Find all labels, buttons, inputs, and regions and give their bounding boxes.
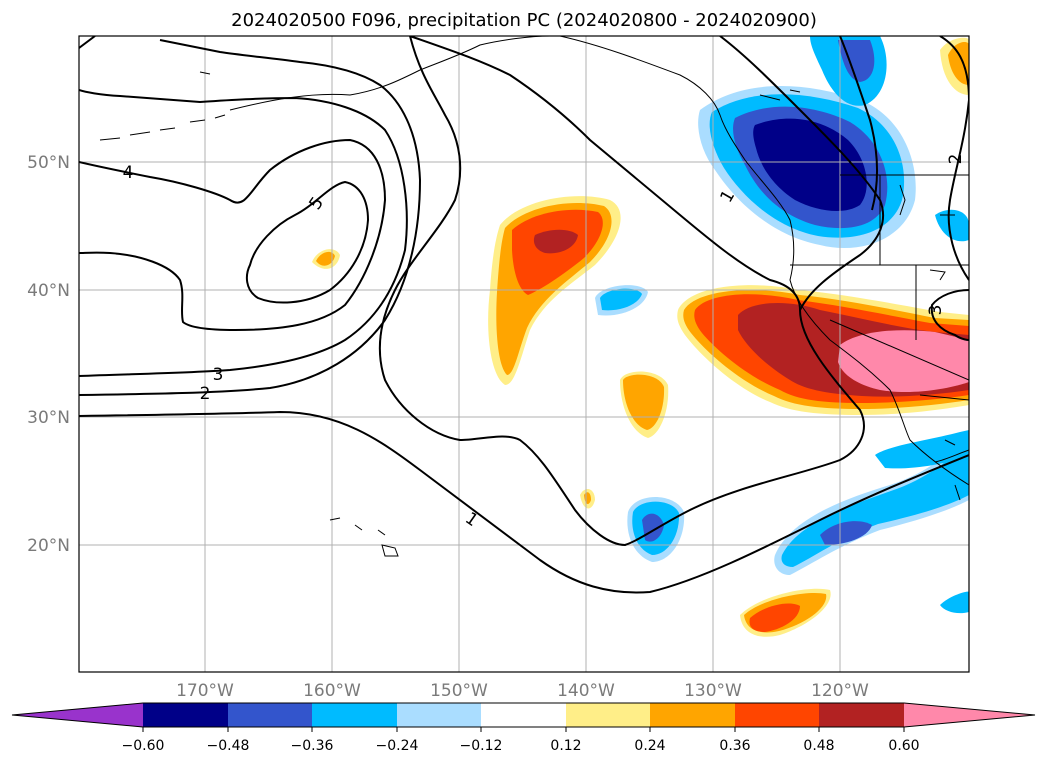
positive-anomaly-small-west-2 xyxy=(316,251,335,266)
contour-2 xyxy=(79,39,422,396)
contour-label-4: 4 xyxy=(123,163,134,183)
colorbar-label-4: −0.24 xyxy=(376,738,419,754)
contour-label-2-east: 2 xyxy=(946,154,966,165)
colorbar-label-2: −0.48 xyxy=(207,738,250,754)
positive-anomaly-central-4 xyxy=(533,229,578,254)
colorbar-label-8: 0.36 xyxy=(719,738,750,754)
contour-1-coast xyxy=(719,36,885,311)
contour-label-3: 3 xyxy=(213,365,224,385)
positive-anomaly-mid-2 xyxy=(623,374,665,430)
negative-anomaly-mexico-3 xyxy=(820,521,872,545)
map-title: 2024020500 F096, precipitation PC (20240… xyxy=(231,10,817,31)
colorbar-label-9: 0.48 xyxy=(803,738,834,754)
contour-4 xyxy=(79,138,387,332)
colorbar-label-1: −0.60 xyxy=(122,738,165,754)
contour-3-east xyxy=(930,289,969,341)
contour-label-3-east: 3 xyxy=(926,305,946,316)
lat-label-50n: 50°N xyxy=(27,153,70,173)
colorbar-bin-7 xyxy=(650,703,735,727)
colorbar-label-7: 0.24 xyxy=(634,738,665,754)
coastlines xyxy=(99,36,969,557)
colorbar-bin-3 xyxy=(312,703,397,727)
lat-label-40n: 40°N xyxy=(27,281,70,301)
contour-lines xyxy=(79,36,969,594)
colorbar-extend-low xyxy=(12,703,143,727)
longitude-labels: 170°W 160°W 150°W 140°W 130°W 120°W xyxy=(176,681,869,701)
colorbar-bin-4 xyxy=(397,703,481,727)
colorbar-label-3: −0.36 xyxy=(291,738,334,754)
colorbar-bin-9 xyxy=(819,703,904,727)
colorbar-bin-8 xyxy=(735,703,819,727)
lat-label-20n: 20°N xyxy=(27,536,70,556)
map-frame xyxy=(78,35,970,673)
gridlines xyxy=(79,36,969,672)
shading-layer xyxy=(312,36,969,637)
colorbar-label-6: 0.12 xyxy=(550,738,581,754)
contour-2b xyxy=(79,36,96,49)
negative-anomaly-north-2 xyxy=(838,40,875,82)
lon-label-140w: 140°W xyxy=(557,681,615,701)
contour-label-2: 2 xyxy=(200,384,211,404)
latitude-labels: 50°N 40°N 30°N 20°N xyxy=(27,153,70,556)
positive-anomaly-ne-2 xyxy=(948,42,969,85)
lon-label-160w: 160°W xyxy=(303,681,361,701)
negative-anomaly-se-corner xyxy=(940,591,969,614)
negative-anomaly-bc-4 xyxy=(753,118,867,212)
contour-1-inner xyxy=(839,36,879,211)
colorbar-extend-high xyxy=(904,703,1035,727)
lon-label-170w: 170°W xyxy=(176,681,234,701)
negative-anomaly-small-central-2 xyxy=(600,288,642,311)
positive-anomaly-southern-3 xyxy=(749,603,800,632)
colorbar-bin-6 xyxy=(566,703,650,727)
lon-label-150w: 150°W xyxy=(430,681,488,701)
colorbar-ticks xyxy=(142,727,905,732)
lon-label-130w: 130°W xyxy=(684,681,742,701)
positive-anomaly-california-5 xyxy=(838,330,969,393)
lon-label-120w: 120°W xyxy=(811,681,869,701)
contour-3 xyxy=(79,89,408,377)
negative-anomaly-coast-east xyxy=(935,209,969,242)
colorbar-bin-2 xyxy=(228,703,312,727)
colorbar-bin-5 xyxy=(481,703,566,727)
lat-label-30n: 30°N xyxy=(27,408,70,428)
contour-2-east xyxy=(939,36,969,281)
colorbar-label-10: 0.60 xyxy=(888,738,919,754)
colorbar-bin-1 xyxy=(143,703,228,727)
colorbar-label-5: −0.12 xyxy=(460,738,503,754)
map-content: 4 5 3 2 1 1 2 3 xyxy=(79,36,969,672)
contour-1 xyxy=(79,410,969,594)
contour-1-upper xyxy=(378,36,865,547)
colorbar: −0.60 −0.48 −0.36 −0.24 −0.12 0.12 0.24 … xyxy=(11,702,1036,754)
contour-5 xyxy=(245,180,370,304)
